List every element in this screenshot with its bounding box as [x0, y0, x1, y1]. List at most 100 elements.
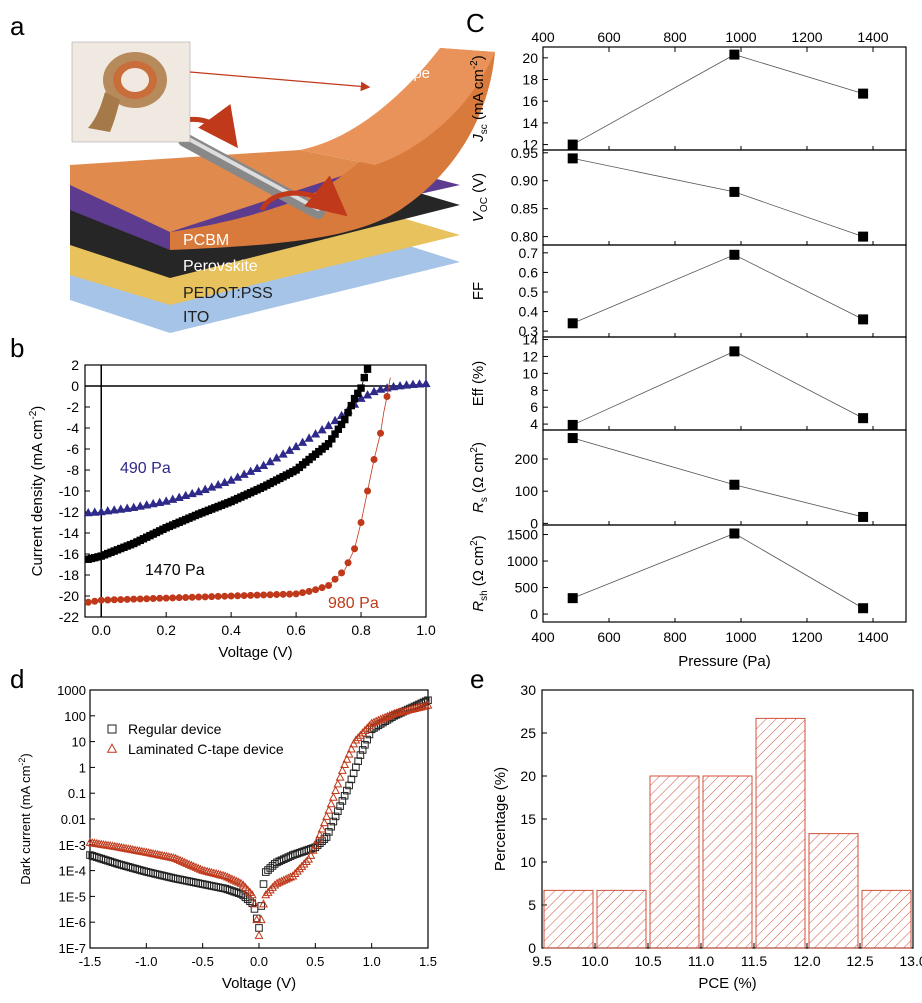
- data-point: [234, 889, 243, 898]
- legend-marker: [107, 724, 117, 734]
- x-tick-label: 12.5: [846, 953, 873, 969]
- data-point: [175, 855, 185, 864]
- data-point: [229, 875, 239, 884]
- data-point: [142, 500, 152, 509]
- x-tick-label: 1000: [725, 629, 756, 645]
- data-point: [254, 930, 264, 939]
- x-axis-label: Voltage (V): [222, 975, 296, 992]
- x-tick-label: -0.5: [191, 954, 213, 969]
- data-point: [319, 818, 329, 827]
- data-point: [97, 596, 105, 604]
- data-point: [247, 591, 255, 599]
- data-point: [211, 869, 221, 878]
- data-point: [246, 466, 256, 475]
- data-point: [333, 779, 343, 788]
- y-tick-label: 0.6: [519, 264, 539, 280]
- data-point: [421, 697, 430, 706]
- histogram-bar: [596, 889, 647, 949]
- data-point: [347, 401, 356, 410]
- data-point: [222, 872, 232, 881]
- data-point: [338, 797, 347, 805]
- data-point: [180, 857, 190, 866]
- data-point: [331, 575, 339, 583]
- data-point: [334, 807, 342, 816]
- x-tick-label: 10.5: [634, 953, 661, 969]
- y-tick-label: 12: [522, 348, 538, 364]
- y-tick-label: -6: [67, 441, 80, 457]
- data-point: [421, 378, 431, 388]
- data-point: [129, 502, 139, 512]
- data-point: [292, 590, 300, 598]
- connector-line: [572, 157, 864, 237]
- y-tick-label: 1E-6: [59, 915, 86, 930]
- data-point: [327, 822, 335, 831]
- data-point: [344, 559, 352, 567]
- data-point: [567, 419, 578, 430]
- x-tick-label: 1.5: [419, 954, 437, 969]
- y-tick-label: 0.80: [511, 229, 538, 245]
- y-tick-label: 2: [71, 357, 79, 373]
- data-point: [234, 877, 244, 886]
- data-point: [181, 490, 191, 500]
- y-tick-label: 0.7: [519, 245, 539, 261]
- data-point: [729, 49, 740, 60]
- x-tick-label: 0.8: [351, 622, 371, 638]
- y-tick-label: 1000: [57, 683, 86, 698]
- data-point: [184, 859, 194, 868]
- y-tick-label: 1000: [507, 553, 538, 569]
- x-tick-label: 1400: [857, 629, 888, 645]
- y-tick-label: 0.85: [511, 201, 538, 217]
- y-tick-label: 0.1: [68, 786, 86, 801]
- data-point: [122, 503, 132, 512]
- data-point: [318, 584, 326, 592]
- series-annotation: 1470 Pa: [145, 562, 205, 579]
- y-tick-label: 14: [522, 115, 538, 131]
- y-tick-label: 10: [520, 854, 536, 870]
- data-point: [279, 590, 287, 598]
- rotation-arrow-icon: [259, 175, 348, 217]
- y-tick-label: 8: [530, 382, 538, 398]
- connector-line: [572, 54, 864, 145]
- data-point: [270, 880, 280, 889]
- data-point: [103, 506, 113, 515]
- data-point: [182, 593, 190, 601]
- data-point: [323, 420, 334, 430]
- data-point: [220, 477, 230, 487]
- data-point: [344, 408, 352, 417]
- y-axis-label: Percentage (%): [492, 767, 509, 871]
- y-tick-label: 0: [71, 378, 79, 394]
- data-point: [362, 723, 372, 732]
- data-point: [320, 835, 329, 843]
- data-point: [200, 866, 210, 875]
- data-point: [207, 482, 217, 491]
- data-point: [290, 868, 300, 878]
- y-tick-label: 100: [515, 483, 539, 499]
- data-point: [209, 868, 219, 877]
- y-tick-label: 4: [530, 416, 538, 432]
- x-tick-label: -1.5: [79, 954, 101, 969]
- data-point: [349, 769, 358, 778]
- data-point: [194, 486, 204, 496]
- data-point: [259, 460, 269, 470]
- y-tick-label: 0.90: [511, 173, 538, 189]
- y-axis-label: Rsh (Ω cm2): [469, 535, 490, 612]
- data-point: [261, 868, 270, 876]
- data-point: [233, 472, 243, 481]
- data-point: [329, 817, 338, 826]
- top-x-tick-label: 1200: [791, 29, 822, 45]
- data-point: [336, 802, 344, 810]
- series-annotation: 490 Pa: [120, 460, 171, 477]
- device-schematic: C-tape PCBM Perovskite PEDOT:PSS ITO: [70, 41, 495, 333]
- data-point: [337, 765, 347, 774]
- y-tick-label: 1500: [507, 527, 538, 543]
- data-point: [136, 595, 144, 603]
- data-point: [273, 591, 281, 599]
- data-point: [364, 487, 372, 495]
- y-tick-label: 0.4: [519, 304, 539, 320]
- top-x-tick-label: 400: [531, 29, 555, 45]
- data-point: [421, 701, 431, 710]
- data-point: [347, 775, 356, 784]
- data-point: [168, 494, 178, 503]
